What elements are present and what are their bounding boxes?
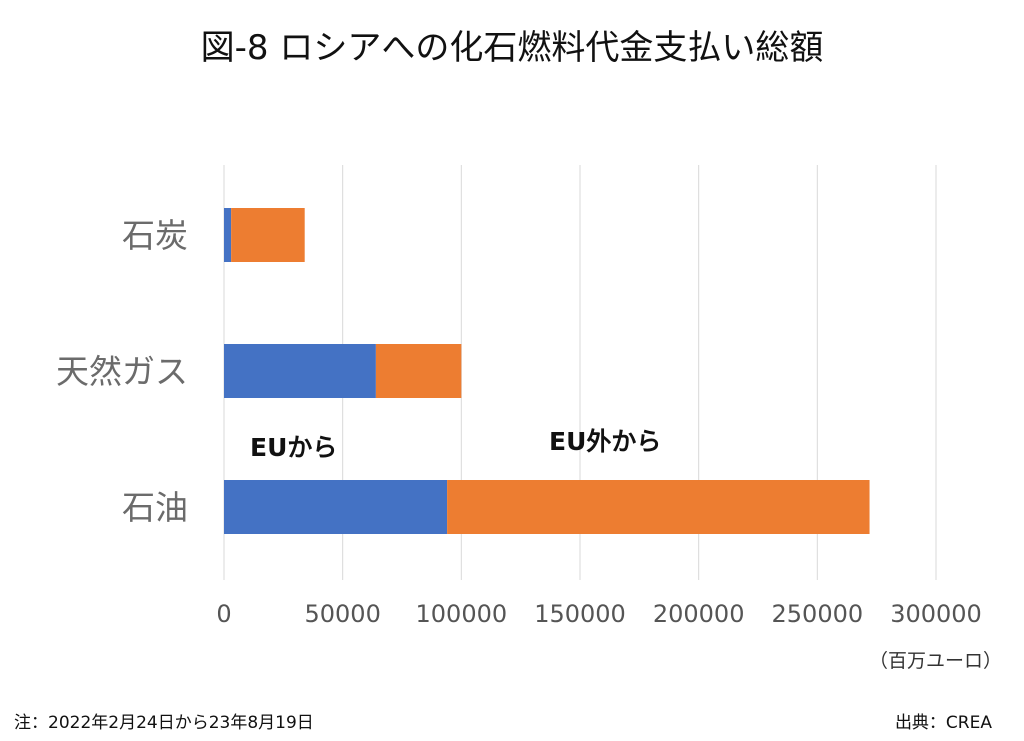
x-tick-label: 150000 (534, 600, 626, 628)
category-label: 石炭 (122, 216, 188, 255)
x-tick-label: 200000 (653, 600, 745, 628)
x-tick-label: 0 (216, 600, 231, 628)
bar-non-eu-0 (231, 208, 305, 262)
bars (224, 208, 870, 534)
bar-eu-0 (224, 208, 232, 262)
x-tick-label: 100000 (416, 600, 508, 628)
category-label: 石油 (122, 488, 188, 527)
x-axis-ticks: 0 50000 100000 150000 200000 250000 300000 (216, 600, 981, 628)
series-annotations: EUから EU外から (250, 427, 661, 462)
series-label-non-eu: EU外から (549, 427, 661, 456)
unit-label: （百万ユーロ） (868, 650, 1002, 672)
x-tick-label: 250000 (772, 600, 864, 628)
x-tick-label: 300000 (890, 600, 982, 628)
category-label: 天然ガス (56, 352, 188, 391)
series-label-eu: EUから (250, 433, 337, 462)
bar-eu-1 (224, 344, 376, 398)
footnote: 注：2022年2月24日から23年8月19日 (14, 713, 314, 733)
bar-non-eu-1 (375, 344, 462, 398)
x-tick-label: 50000 (304, 600, 380, 628)
bar-eu-2 (224, 480, 448, 534)
chart-title: 図-8 ロシアへの化石燃料代金支払い総額 (200, 28, 824, 68)
source-note: 出典：CREA (894, 713, 992, 733)
bar-non-eu-2 (447, 480, 870, 534)
